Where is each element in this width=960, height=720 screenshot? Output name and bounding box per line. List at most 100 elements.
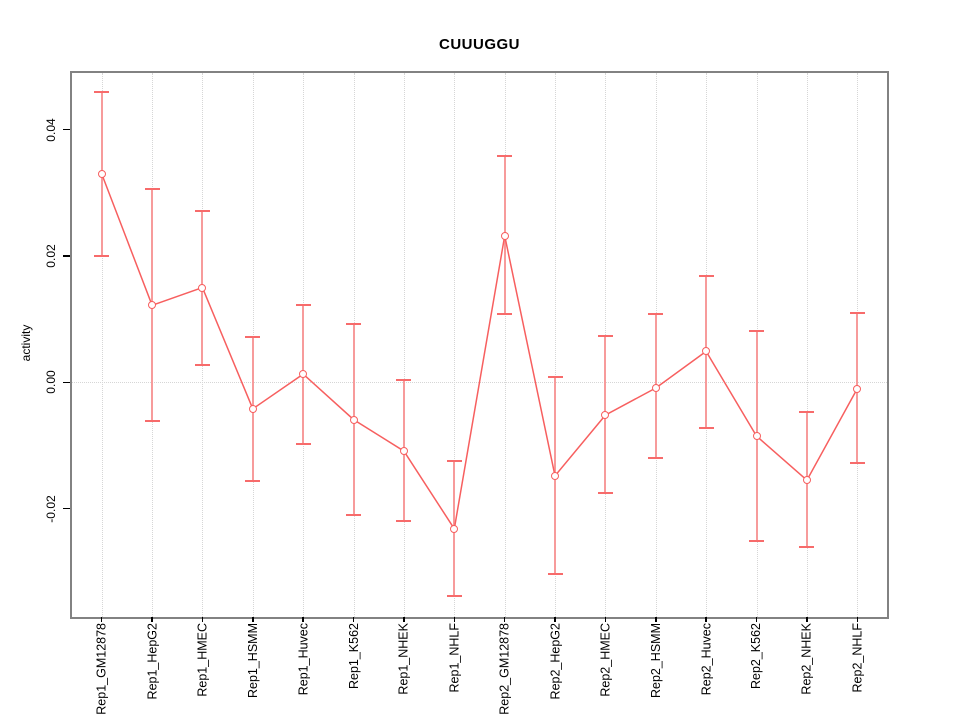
y-axis-tick-label: 0.02 xyxy=(44,244,58,268)
x-axis-tick-label: Rep1_GM12878 xyxy=(94,623,109,715)
error-bar-cap-lower xyxy=(194,363,210,366)
data-point xyxy=(500,231,509,240)
data-point xyxy=(752,431,761,440)
vertical-gridline xyxy=(806,73,808,617)
error-bar-cap-upper xyxy=(749,330,764,333)
vertical-gridline xyxy=(403,73,405,617)
y-axis-tick-label: 0.00 xyxy=(44,370,58,394)
data-point xyxy=(97,169,106,178)
y-axis-tick xyxy=(63,381,70,384)
error-bar-cap-upper xyxy=(94,90,110,93)
y-axis-label: activity xyxy=(19,324,33,362)
data-point xyxy=(853,384,862,393)
error-bar-cap-lower xyxy=(346,513,362,516)
data-point xyxy=(248,404,257,413)
x-axis-tick xyxy=(554,617,556,622)
data-point xyxy=(450,524,459,533)
error-bar-cap-upper xyxy=(597,335,613,338)
vertical-gridline xyxy=(101,73,103,617)
y-axis-tick xyxy=(63,507,70,510)
error-bar-cap-upper xyxy=(547,376,563,379)
y-axis-tick xyxy=(63,255,70,257)
error-bar-cap-lower xyxy=(94,255,110,257)
x-axis-tick xyxy=(352,617,355,622)
data-point xyxy=(651,383,660,392)
x-axis-tick xyxy=(856,617,858,622)
x-axis-tick xyxy=(755,617,758,622)
data-point xyxy=(349,415,358,424)
error-bar-cap-lower xyxy=(446,594,462,597)
error-bar-cap-upper xyxy=(698,274,714,277)
y-axis-tick-label: 0.04 xyxy=(44,118,58,142)
error-bar-cap-upper xyxy=(446,460,462,463)
x-axis-tick-label: Rep1_HSMM xyxy=(245,623,260,699)
x-axis-tick xyxy=(100,617,103,622)
x-axis-tick xyxy=(453,617,456,622)
error-bar-cap-upper xyxy=(194,209,210,212)
x-axis-tick xyxy=(201,617,204,622)
error-bar-cap-lower xyxy=(648,457,664,460)
error-bar-cap-lower xyxy=(547,573,563,576)
data-point xyxy=(399,447,408,456)
x-axis-tick-label: Rep1_HepG2 xyxy=(145,623,160,700)
vertical-gridline xyxy=(555,73,557,617)
x-axis-tick-label: Rep1_NHLF xyxy=(447,623,462,693)
plot-area xyxy=(70,71,889,619)
data-point xyxy=(702,347,711,356)
x-axis-tick xyxy=(151,617,153,622)
x-axis-tick xyxy=(252,617,254,622)
error-bar-cap-upper xyxy=(849,312,865,315)
series-line xyxy=(100,173,858,531)
error-bar-cap-lower xyxy=(295,442,311,445)
error-bar-cap-upper xyxy=(497,154,513,157)
x-axis-tick xyxy=(403,617,405,622)
error-bar-cap-lower xyxy=(799,546,815,549)
error-bar-cap-lower xyxy=(144,419,160,422)
x-axis-tick-label: Rep1_K562 xyxy=(346,623,361,690)
data-point xyxy=(299,370,308,379)
error-bar-cap-lower xyxy=(849,462,865,465)
error-bar-cap-upper xyxy=(396,378,412,381)
x-axis-tick-label: Rep2_HSMM xyxy=(648,623,663,699)
error-bar-cap-upper xyxy=(245,335,261,338)
data-point xyxy=(601,411,610,420)
data-point xyxy=(198,283,207,292)
error-bar-cap-upper xyxy=(295,304,311,307)
x-axis-tick-label: Rep1_NHEK xyxy=(396,623,411,695)
y-axis-tick-label: -0.02 xyxy=(44,494,58,523)
data-point xyxy=(802,476,811,485)
error-bar-cap-lower xyxy=(597,491,613,494)
x-axis-tick-label: Rep1_Huvec xyxy=(296,623,311,696)
x-axis-tick-label: Rep2_Huvec xyxy=(699,623,714,696)
vertical-gridline xyxy=(454,73,456,617)
error-bar-cap-lower xyxy=(698,427,714,430)
error-bar-cap-upper xyxy=(144,188,160,191)
x-axis-tick-label: Rep1_HMEC xyxy=(195,623,210,697)
x-axis-tick-label: Rep2_GM12878 xyxy=(497,623,512,715)
x-axis-tick-label: Rep2_NHLF xyxy=(850,623,865,693)
vertical-gridline xyxy=(504,73,506,617)
x-axis-tick xyxy=(503,617,506,622)
x-axis-tick xyxy=(806,617,808,622)
error-bar-cap-lower xyxy=(749,540,764,543)
x-axis-tick-label: Rep2_NHEK xyxy=(799,623,814,695)
x-axis-tick-label: Rep2_K562 xyxy=(749,623,764,690)
error-bar-cap-lower xyxy=(396,520,412,523)
series-line-layer xyxy=(100,173,858,531)
x-axis-tick xyxy=(655,617,657,622)
error-bar-cap-upper xyxy=(799,410,815,413)
x-axis-tick-label: Rep2_HMEC xyxy=(598,623,613,697)
data-point xyxy=(551,471,560,480)
error-bar-cap-lower xyxy=(245,479,261,482)
error-bar-cap-upper xyxy=(346,322,362,325)
x-axis-tick xyxy=(705,617,707,622)
x-axis-tick xyxy=(604,617,607,622)
chart-title: CUUUGGU xyxy=(439,36,520,53)
data-point-layer xyxy=(72,73,887,617)
error-bar-cap-lower xyxy=(497,313,513,316)
error-bar-cap-upper xyxy=(648,313,664,316)
data-point xyxy=(148,301,157,310)
x-axis-tick-label: Rep2_HepG2 xyxy=(548,623,563,700)
y-axis-tick xyxy=(63,128,70,131)
